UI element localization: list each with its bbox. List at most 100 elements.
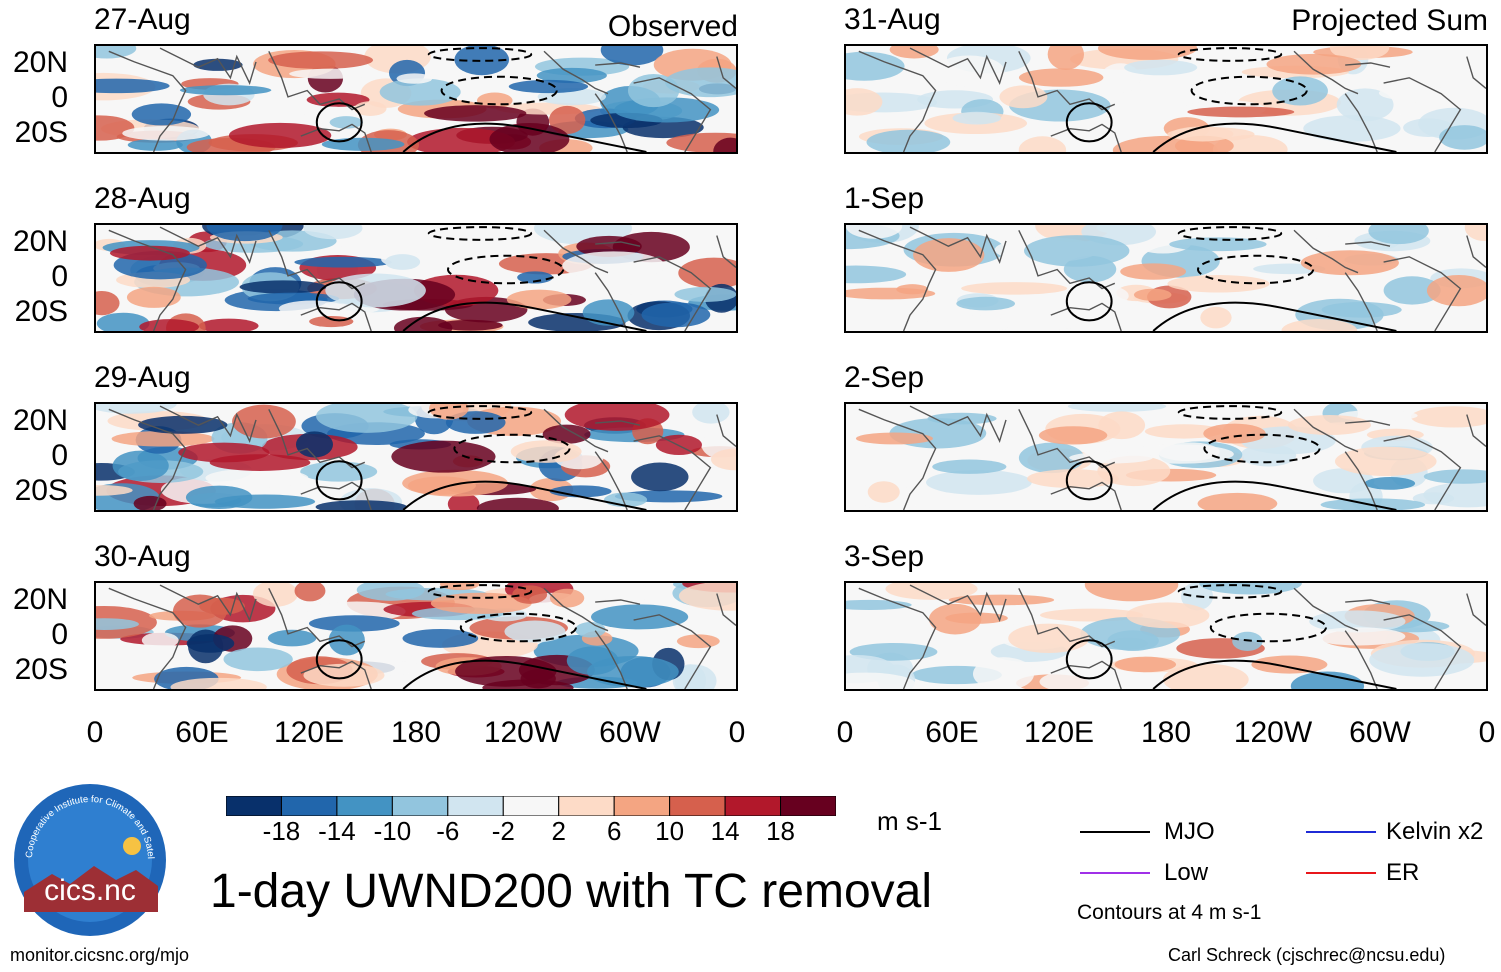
- wind-anomaly-blob: [1320, 498, 1426, 510]
- wind-anomaly-blob: [109, 245, 190, 261]
- wind-anomaly-blob: [96, 484, 133, 496]
- wind-anomaly-blob: [96, 46, 137, 59]
- legend-line-kelvin: [1306, 831, 1376, 833]
- wind-anomaly-blob: [122, 126, 210, 141]
- wind-anomaly-blob: [214, 494, 316, 509]
- wind-anomaly-blob: [846, 287, 936, 300]
- wind-anomaly-blob: [186, 634, 235, 653]
- coastline: [543, 229, 609, 274]
- lat-tick-label: 20S: [14, 474, 68, 508]
- lon-tick-label: 0: [836, 716, 854, 749]
- mjo-contour-negative: [1190, 75, 1308, 106]
- wind-anomaly-blob: [504, 620, 566, 643]
- wind-anomaly-blob: [952, 111, 1002, 125]
- coastline: [1466, 56, 1486, 89]
- wind-anomaly-blob: [1107, 630, 1159, 652]
- wind-anomaly-blob: [1423, 482, 1486, 508]
- wind-anomaly-blob: [1157, 442, 1220, 462]
- coastline: [1344, 451, 1378, 510]
- wind-anomaly-blob: [549, 588, 585, 608]
- colorbar-tick-label: 10: [655, 816, 685, 846]
- wind-anomaly-blob: [1439, 125, 1486, 150]
- coastline: [858, 408, 937, 510]
- mjo-contour-positive: [1152, 480, 1397, 510]
- mjo-contour-negative: [440, 75, 558, 106]
- coastline: [594, 630, 628, 689]
- wind-anomaly-blob: [455, 656, 557, 687]
- mjo-contour-positive: [1065, 460, 1113, 501]
- lat-tick-label: 20N: [12, 45, 68, 79]
- wind-anomaly-blob: [223, 647, 293, 672]
- wind-anomaly-blob: [925, 469, 1032, 495]
- wind-anomaly-blob: [1364, 476, 1416, 490]
- wind-anomaly-blob: [885, 583, 978, 600]
- lon-tick-label: 60W: [1349, 716, 1411, 749]
- lon-tick-label: 60E: [175, 716, 229, 749]
- lon-tick-label: 120W: [1233, 716, 1313, 749]
- panel-date-27-aug: 27-Aug: [94, 3, 191, 36]
- mjo-contour-negative: [427, 584, 533, 599]
- wind-anomaly-blob: [321, 137, 405, 151]
- lon-tick-label: 60W: [599, 716, 661, 749]
- mjo-contour-positive: [1065, 281, 1113, 322]
- wind-anomaly-blob: [641, 302, 711, 328]
- wind-anomaly-blob: [179, 85, 272, 96]
- colorbar-segment: [558, 795, 615, 817]
- wind-anomaly-blob: [510, 440, 582, 463]
- wind-anomaly-blob: [956, 296, 1015, 311]
- mjo-contour-positive: [1152, 301, 1397, 331]
- colorbar-segment: [225, 795, 282, 817]
- wind-anomaly-blob: [438, 319, 503, 331]
- colorbar-segment: [391, 795, 449, 817]
- coastline: [159, 405, 257, 444]
- legend-line-er: [1306, 872, 1376, 874]
- panel-date-1-sep: 1-Sep: [844, 182, 925, 215]
- mjo-contour-positive: [1065, 639, 1113, 680]
- map-panel-29-aug: [94, 402, 738, 512]
- colorbar-segment: [724, 795, 782, 817]
- wind-anomaly-blob: [711, 242, 736, 256]
- map-panel-3-sep: [844, 581, 1488, 691]
- colorbar-segment: [613, 795, 671, 817]
- wind-anomaly-blob: [96, 404, 177, 414]
- wind-anomaly-blob: [1171, 126, 1234, 142]
- legend-line-low: [1080, 872, 1150, 874]
- legend-label-mjo: MJO: [1164, 818, 1215, 845]
- wind-anomaly-blob: [111, 431, 215, 447]
- wind-anomaly-blob: [1232, 631, 1263, 651]
- units-label: m s-1: [877, 806, 942, 836]
- wind-anomaly-blob: [300, 461, 378, 482]
- wind-anomaly-blob: [678, 583, 736, 611]
- wind-anomaly-blob: [424, 105, 527, 122]
- wind-anomaly-blob: [295, 431, 334, 458]
- lat-tick-label: 0: [51, 81, 68, 114]
- coastline: [1383, 77, 1462, 152]
- wind-anomaly-blob: [112, 450, 169, 481]
- coastline: [300, 123, 372, 152]
- lat-tick-label: 20N: [12, 403, 68, 437]
- coastline: [1345, 241, 1391, 247]
- wind-anomaly-blob: [1369, 643, 1475, 677]
- wind-anomaly-blob: [454, 46, 510, 76]
- wind-anomaly-blob: [576, 235, 642, 257]
- coastline: [595, 241, 641, 247]
- coastline: [1018, 587, 1116, 648]
- wind-anomaly-blob: [325, 273, 426, 308]
- wind-anomaly-blob: [1169, 237, 1267, 252]
- wind-anomaly-blob: [1018, 442, 1085, 474]
- coastline: [909, 405, 1007, 444]
- wind-anomaly-blob: [1018, 136, 1067, 152]
- colorbar-tick-label: 2: [551, 816, 566, 846]
- wind-anomaly-blob: [846, 672, 916, 689]
- coastline: [716, 593, 736, 626]
- wind-anomaly-blob: [1334, 446, 1437, 477]
- wind-anomaly-blob: [267, 629, 317, 647]
- wind-anomaly-blob: [239, 280, 327, 294]
- wind-anomaly-blob: [391, 440, 496, 473]
- logo-text: cics.nc: [44, 874, 136, 907]
- wind-anomaly-blob: [1266, 53, 1362, 75]
- wind-anomaly-blob: [1203, 423, 1266, 444]
- mjo-contour-positive: [315, 460, 363, 501]
- coastline: [633, 77, 712, 152]
- footer-url[interactable]: monitor.cicsnc.org/mjo: [10, 945, 190, 965]
